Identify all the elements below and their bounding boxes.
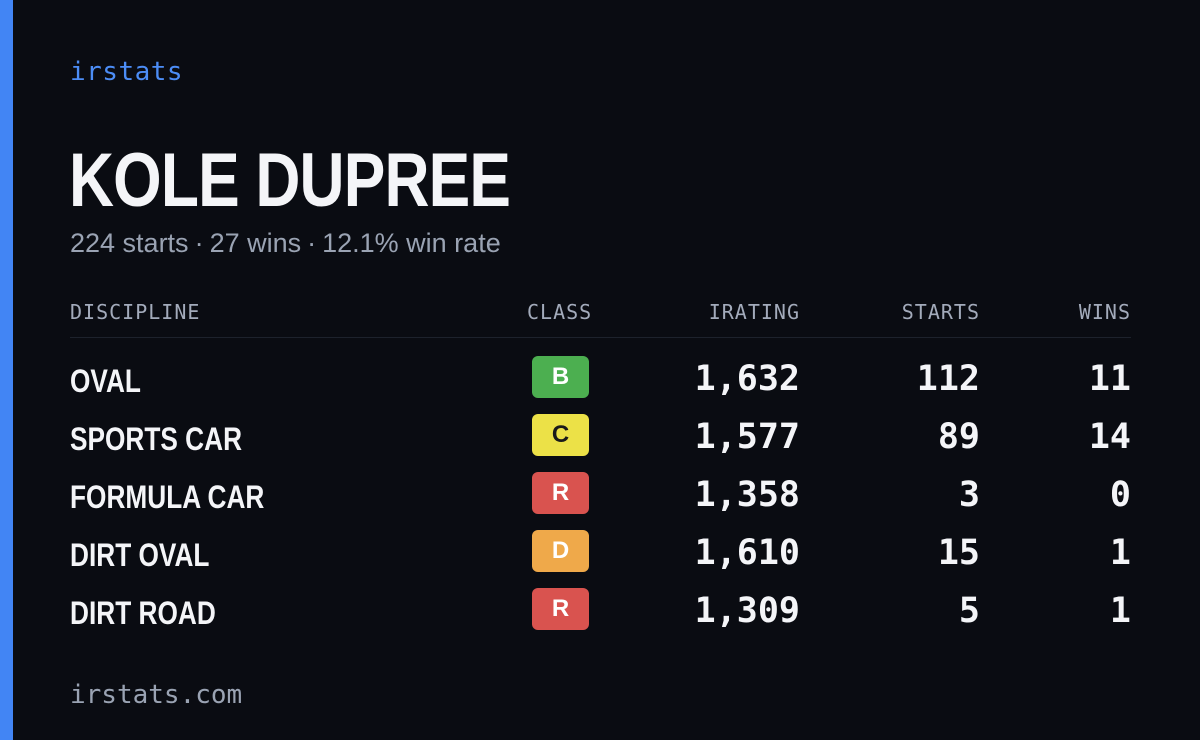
header-irating: IRATING — [708, 300, 800, 324]
row-irating: 1,577 — [694, 417, 800, 457]
row-starts: 3 — [958, 475, 980, 515]
row-wins: 11 — [1088, 359, 1131, 399]
row-wins: 1 — [1109, 591, 1131, 631]
driver-summary: 224 starts · 27 wins · 12.1% win rate — [70, 228, 501, 259]
class-badge: R — [532, 472, 589, 514]
win-rate-summary: 12.1% win rate — [322, 228, 501, 258]
row-wins: 1 — [1109, 533, 1131, 573]
row-starts: 5 — [958, 591, 980, 631]
table-row: OVAL B 1,632 112 11 — [70, 338, 1131, 399]
table-row: SPORTS CAR C 1,577 89 14 — [70, 396, 1131, 457]
header-discipline: DISCIPLINE — [70, 300, 201, 324]
summary-separator: · — [194, 228, 204, 258]
row-discipline: OVAL — [70, 363, 141, 399]
row-irating: 1,632 — [694, 359, 800, 399]
wins-summary: 27 wins — [209, 228, 302, 258]
header-class: CLASS — [527, 300, 593, 324]
row-starts: 15 — [937, 533, 980, 573]
class-badge: D — [532, 530, 589, 572]
driver-name: KOLE DUPREE — [69, 138, 511, 223]
starts-summary: 224 starts — [70, 228, 189, 258]
row-starts: 89 — [937, 417, 980, 457]
table-row: DIRT OVAL D 1,610 15 1 — [70, 512, 1131, 573]
class-badge: B — [532, 356, 589, 398]
row-wins: 14 — [1088, 417, 1131, 457]
row-irating: 1,309 — [694, 591, 800, 631]
row-irating: 1,358 — [694, 475, 800, 515]
row-discipline: SPORTS CAR — [70, 421, 243, 457]
row-starts: 112 — [916, 359, 980, 399]
row-discipline: DIRT ROAD — [70, 595, 216, 631]
footer-url: irstats.com — [70, 680, 243, 710]
class-badge: C — [532, 414, 589, 456]
row-wins: 0 — [1109, 475, 1131, 515]
discipline-table: DISCIPLINE CLASS IRATING STARTS WINS OVA… — [70, 296, 1131, 631]
row-irating: 1,610 — [694, 533, 800, 573]
header-starts: STARTS — [901, 300, 980, 324]
table-row: DIRT ROAD R 1,309 5 1 — [70, 570, 1131, 631]
class-badge: R — [532, 588, 589, 630]
table-header: DISCIPLINE CLASS IRATING STARTS WINS — [70, 296, 1131, 338]
table-row: FORMULA CAR R 1,358 3 0 — [70, 454, 1131, 515]
brand-logo-text: irstats — [70, 57, 184, 87]
summary-separator: · — [307, 228, 317, 258]
header-wins: WINS — [1078, 300, 1131, 324]
row-discipline: DIRT OVAL — [70, 537, 210, 573]
row-discipline: FORMULA CAR — [70, 479, 265, 515]
